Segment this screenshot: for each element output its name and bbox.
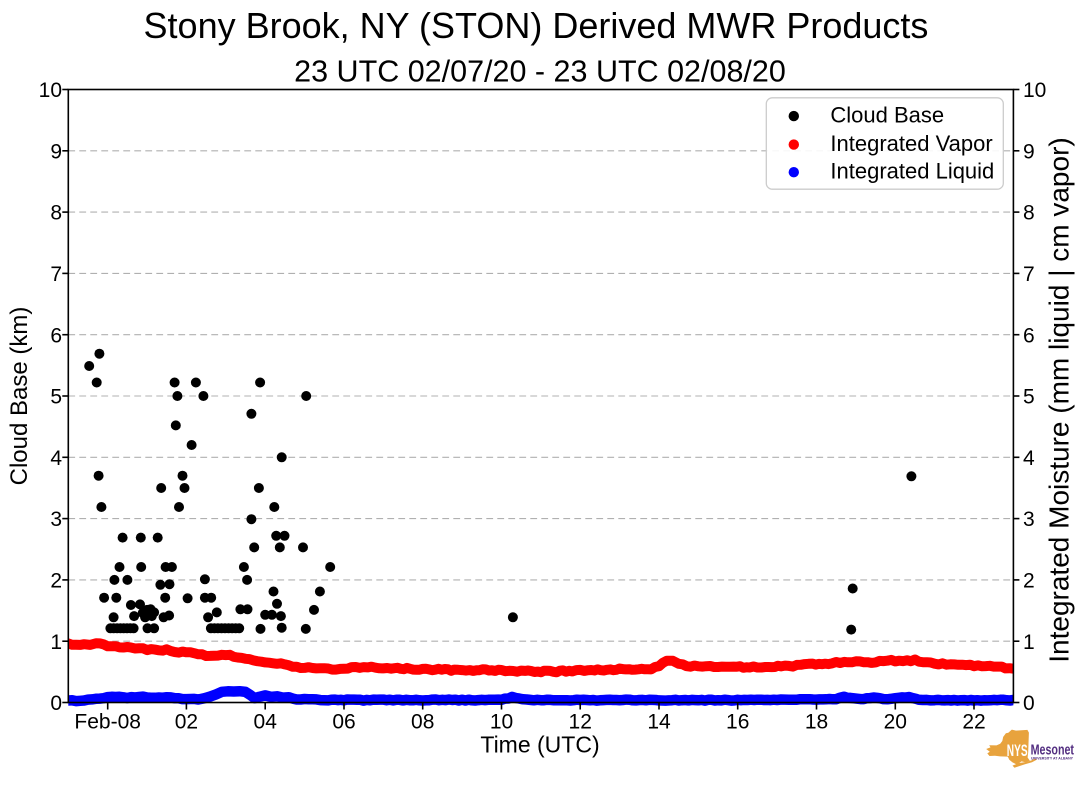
- svg-text:5: 5: [1023, 386, 1035, 409]
- svg-text:04: 04: [254, 711, 278, 734]
- svg-text:Integrated Vapor: Integrated Vapor: [830, 131, 992, 156]
- svg-text:8: 8: [1023, 202, 1035, 225]
- svg-text:0: 0: [1023, 692, 1035, 715]
- svg-text:UNIVERSITY AT ALBANY: UNIVERSITY AT ALBANY: [1031, 757, 1074, 761]
- svg-text:06: 06: [332, 711, 355, 734]
- svg-text:6: 6: [1023, 324, 1035, 347]
- svg-text:16: 16: [726, 711, 749, 734]
- svg-text:Integrated Liquid: Integrated Liquid: [830, 159, 994, 184]
- svg-text:18: 18: [805, 711, 828, 734]
- svg-text:3: 3: [1023, 508, 1035, 531]
- svg-text:20: 20: [884, 711, 907, 734]
- svg-text:14: 14: [647, 711, 671, 734]
- svg-text:10: 10: [39, 79, 62, 102]
- svg-text:10: 10: [1023, 79, 1046, 102]
- svg-text:7: 7: [1023, 263, 1035, 286]
- svg-text:6: 6: [50, 324, 62, 347]
- svg-text:1: 1: [50, 631, 62, 654]
- svg-text:Feb-08: Feb-08: [74, 711, 141, 734]
- svg-text:08: 08: [411, 711, 434, 734]
- svg-text:12: 12: [569, 711, 592, 734]
- svg-text:NYS: NYS: [1007, 742, 1028, 760]
- svg-text:2: 2: [1023, 570, 1035, 593]
- svg-text:4: 4: [1023, 447, 1035, 470]
- svg-text:0: 0: [50, 692, 62, 715]
- svg-text:22: 22: [962, 711, 985, 734]
- svg-text:Cloud Base: Cloud Base: [830, 103, 944, 128]
- svg-text:Cloud Base (km): Cloud Base (km): [6, 307, 33, 486]
- svg-text:4: 4: [50, 447, 62, 470]
- svg-text:10: 10: [490, 711, 513, 734]
- svg-text:5: 5: [50, 386, 62, 409]
- svg-text:7: 7: [50, 263, 62, 286]
- svg-text:2: 2: [50, 570, 62, 593]
- svg-text:Stony Brook, NY (STON) Derived: Stony Brook, NY (STON) Derived MWR Produ…: [144, 5, 929, 46]
- svg-text:3: 3: [50, 508, 62, 531]
- svg-text:9: 9: [50, 140, 62, 163]
- svg-text:9: 9: [1023, 140, 1035, 163]
- svg-text:8: 8: [50, 202, 62, 225]
- svg-text:Mesonet: Mesonet: [1031, 743, 1075, 759]
- svg-text:23 UTC 02/07/20 - 23 UTC 02/08: 23 UTC 02/07/20 - 23 UTC 02/08/20: [294, 55, 786, 89]
- svg-text:Time (UTC): Time (UTC): [480, 731, 599, 757]
- svg-text:Integrated Moisture (mm liquid: Integrated Moisture (mm liquid | cm vapo…: [1044, 137, 1075, 662]
- svg-text:1: 1: [1023, 631, 1035, 654]
- svg-text:02: 02: [175, 711, 198, 734]
